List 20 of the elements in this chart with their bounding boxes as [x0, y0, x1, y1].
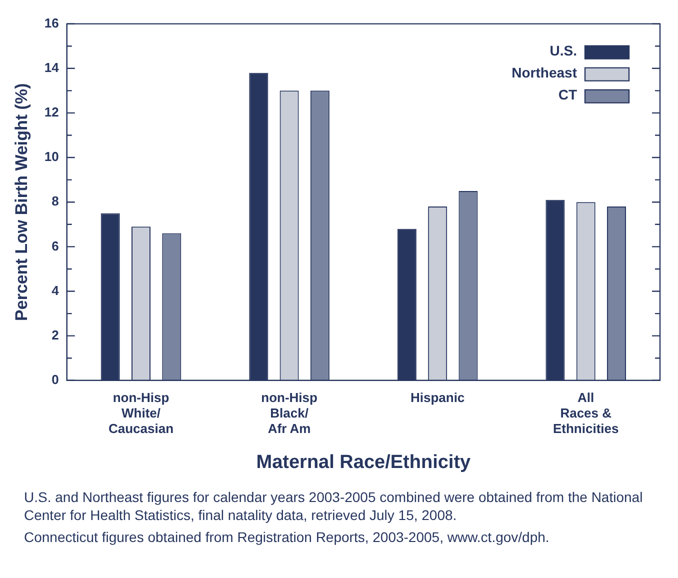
y-axis-title: Percent Low Birth Weight (%) [12, 83, 31, 321]
x-tick-label: non-Hisp White/ Caucasian [108, 390, 174, 436]
y-tick-label: 12 [44, 104, 59, 120]
text: U.S. and Northeast figures for calendar years 2003-2005 combined were obtained from the National Center for Health Statistics, final natality data, retrieved July 15, 2008. [24, 488, 644, 524]
y-tick-label: 8 [52, 194, 59, 209]
x-axis-title: Maternal Race/Ethnicity [256, 452, 472, 473]
y-tick-label: 14 [44, 60, 60, 75]
y-tick-label: 6 [52, 238, 59, 254]
y-tick-label: 4 [52, 282, 60, 298]
legend-label: CT [558, 86, 578, 103]
x-tick-label: non-Hisp Black/ Afr Am [261, 390, 318, 436]
y-tick-label: 16 [44, 15, 59, 30]
x-tick-label: Hispanic [410, 390, 465, 405]
y-tick-label: 10 [44, 149, 59, 164]
legend-label: U.S. [550, 42, 577, 59]
x-tick-label: All Races & Ethnicities [552, 390, 619, 436]
y-tick-label: 2 [52, 327, 59, 342]
y-tick-label: 0 [52, 372, 59, 387]
text: Connecticut figures obtained from Registration Reports, 2003-2005, www.ct.gov/dph. [24, 528, 550, 546]
legend-label: Northeast [512, 64, 578, 81]
